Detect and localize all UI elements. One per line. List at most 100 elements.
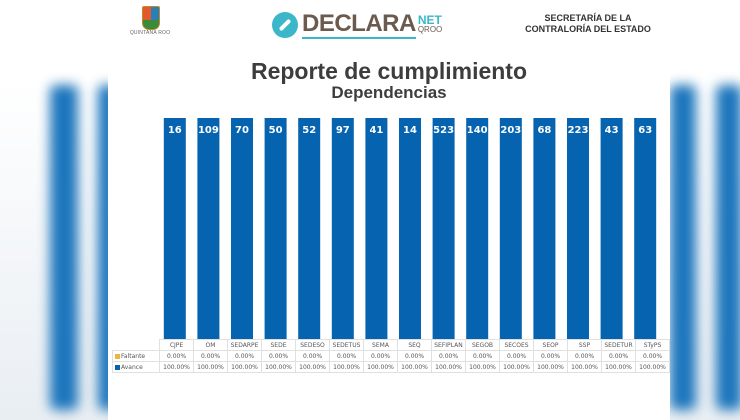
- data-label: 70: [235, 125, 249, 136]
- avance-value: 100.00%: [227, 361, 262, 373]
- avance-value: 100.00%: [601, 361, 636, 373]
- avance-row: Avance 100.00% 100.00% 100.00% 100.00% 100.0…: [112, 361, 670, 373]
- category-label: SEQ: [397, 339, 432, 351]
- faltante-value: 0.00%: [465, 350, 500, 362]
- avance-value: 100.00%: [533, 361, 568, 373]
- avance-value: 100.00%: [329, 361, 364, 373]
- declaranet-logo: DECLARA NET QROO: [272, 8, 442, 42]
- avance-value: 100.00%: [159, 361, 194, 373]
- data-label: 109: [198, 125, 219, 136]
- background-blur-bar: [50, 85, 78, 410]
- bar-avance-ssp: [567, 118, 589, 339]
- coat-of-arms-icon: [142, 6, 160, 30]
- bar-avance-sefiplan: [432, 118, 455, 339]
- legend-avance: Avance: [112, 361, 160, 373]
- agency-line-2: CONTRALORÍA DEL ESTADO: [525, 24, 651, 34]
- bar-avance-sedetur: [600, 118, 623, 339]
- category-label: CJPE: [159, 339, 194, 351]
- avance-value: 100.00%: [261, 361, 296, 373]
- faltante-value: 0.00%: [295, 350, 330, 362]
- category-label: SEDESO: [295, 339, 330, 351]
- faltante-value: 0.00%: [159, 350, 194, 362]
- report-panel: QUINTANA ROO DECLARA NET QROO SECRETARÍA…: [108, 0, 670, 420]
- category-row: CJPE OM SEDARPE SEDE SEDESO SEDETUS SEMA SEQ SEF…: [113, 339, 670, 351]
- bar-avance-cjpe: [163, 118, 186, 339]
- declaranet-icon: [272, 12, 298, 38]
- data-table: CJPE OM SEDARPE SEDE SEDESO SEDETUS SEMA SEQ SEF…: [112, 339, 670, 373]
- quintana-roo-logo: QUINTANA ROO: [128, 6, 172, 44]
- faltante-value: 0.00%: [533, 350, 568, 362]
- data-label: 523: [433, 125, 454, 136]
- data-label: 43: [605, 125, 619, 136]
- bar-avance-segob: [466, 118, 489, 339]
- chart-title: Reporte de cumplimiento: [250, 58, 528, 84]
- faltante-value: 0.00%: [193, 350, 228, 362]
- category-label: SEGOB: [465, 339, 500, 351]
- faltante-swatch-icon: [115, 353, 120, 359]
- avance-value: 100.00%: [567, 361, 602, 373]
- brand-word: DECLARA: [302, 10, 416, 39]
- background-left: [0, 0, 118, 420]
- brand-net: NET: [417, 13, 442, 27]
- state-logo-text: QUINTANA ROO: [129, 30, 171, 36]
- category-label: OM: [193, 339, 228, 351]
- brand-sub: QROO: [417, 25, 443, 34]
- avance-swatch-icon: [115, 364, 120, 370]
- bar-avance-seq: [399, 118, 421, 339]
- category-label: SEMA: [363, 339, 398, 351]
- bar-avance-sema: [365, 118, 388, 339]
- bar-avance-om: [197, 118, 220, 339]
- data-label: 52: [302, 125, 316, 136]
- category-label: SECOES: [499, 339, 534, 351]
- faltante-value: 0.00%: [329, 350, 364, 362]
- data-label: 16: [168, 125, 182, 136]
- faltante-value: 0.00%: [635, 350, 670, 362]
- legend-faltante: Faltante: [112, 350, 160, 362]
- bar-avance-sedetus: [331, 118, 354, 339]
- faltante-value: 0.00%: [261, 350, 296, 362]
- bar-avance-sede: [264, 118, 287, 339]
- bar-avance-sedarpe: [231, 118, 253, 339]
- avance-value: 100.00%: [397, 361, 432, 373]
- avance-value: 100.00%: [499, 361, 534, 373]
- avance-value: 100.00%: [193, 361, 228, 373]
- chart-subtitle: Dependencias: [331, 83, 447, 102]
- faltante-value: 0.00%: [431, 350, 466, 362]
- category-label: SEDETUS: [329, 339, 364, 351]
- avance-value: 100.00%: [635, 361, 670, 373]
- avance-value: 100.00%: [295, 361, 330, 373]
- category-label: SEOP: [533, 339, 568, 351]
- category-label: SEFIPLAN: [431, 339, 466, 351]
- faltante-value: 0.00%: [397, 350, 432, 362]
- legend-faltante-label: Faltante: [121, 352, 146, 360]
- background-blur-bar: [670, 85, 696, 410]
- category-label: SEDARPE: [227, 339, 262, 351]
- data-label: 41: [369, 125, 383, 136]
- background-right: [670, 0, 740, 420]
- bar-avance-styps: [634, 118, 657, 339]
- background-blur-bar: [716, 85, 740, 410]
- faltante-row: Faltante 0.00% 0.00% 0.00% 0.00% 0.00% 0.00% 0…: [112, 350, 670, 362]
- category-label: SEDETUR: [601, 339, 636, 351]
- data-label: 14: [403, 125, 417, 136]
- category-label: SSP: [567, 339, 602, 351]
- faltante-value: 0.00%: [601, 350, 636, 362]
- data-label: 203: [500, 125, 521, 136]
- faltante-value: 0.00%: [227, 350, 262, 362]
- bar-chart: 16 109 70 50 52 97 41 14 523 140 203 68 223 43 63: [163, 118, 657, 339]
- avance-value: 100.00%: [431, 361, 466, 373]
- legend-avance-label: Avance: [121, 363, 143, 371]
- faltante-value: 0.00%: [567, 350, 602, 362]
- bar-avance-secoes: [499, 118, 522, 339]
- faltante-value: 0.00%: [499, 350, 534, 362]
- faltante-value: 0.00%: [363, 350, 398, 362]
- avance-value: 100.00%: [363, 361, 398, 373]
- data-label: 140: [467, 125, 488, 136]
- data-label: 68: [537, 125, 551, 136]
- data-label: 63: [638, 125, 652, 136]
- bar-avance-seop: [533, 118, 556, 339]
- agency-name: SECRETARÍA DE LA CONTRALORÍA DEL ESTADO: [508, 13, 668, 35]
- category-label: SEDE: [261, 339, 296, 351]
- agency-line-1: SECRETARÍA DE LA: [544, 13, 632, 23]
- category-label: STyPS: [635, 339, 670, 351]
